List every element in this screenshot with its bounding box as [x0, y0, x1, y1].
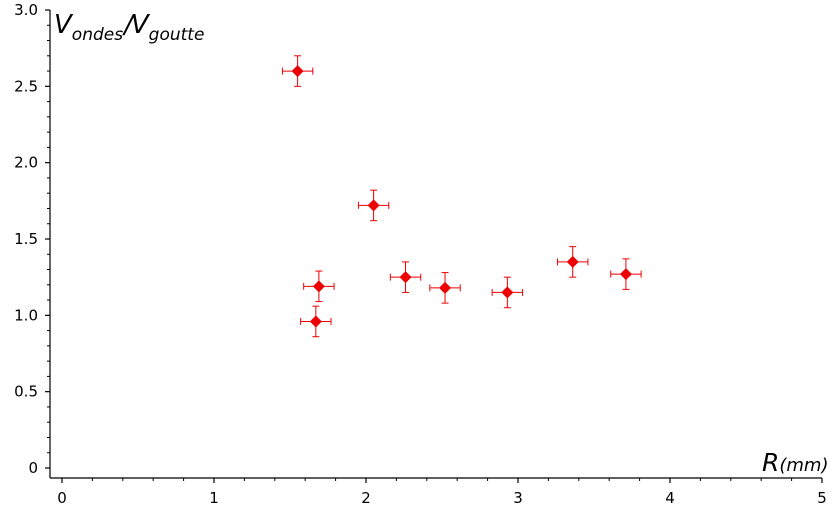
diamond-marker — [367, 199, 380, 212]
y-tick-label: 1.5 — [14, 230, 38, 248]
y-tick-label: 0 — [28, 459, 38, 477]
x-tick-label: 4 — [665, 489, 675, 507]
y-axis-title-den-sub: goutte — [149, 25, 205, 45]
x-tick-label: 5 — [817, 489, 827, 507]
y-axis-title-slash: / — [122, 10, 136, 40]
y-tick-label: 3.0 — [14, 1, 38, 19]
y-tick-label: 2.0 — [14, 154, 38, 172]
y-tick-label: 0.5 — [14, 383, 38, 401]
diamond-marker — [619, 268, 632, 281]
data-point — [557, 246, 589, 278]
y-axis-title-num-sub: ondes — [72, 25, 123, 45]
y-axis-title: Vondes/Vgoutte — [54, 10, 204, 45]
axes: 0 0.5 1.0 1.5 2.0 2.5 3.0 0 1 2 3 4 5 — [14, 1, 827, 507]
diamond-marker — [309, 315, 322, 328]
data-point — [303, 270, 335, 303]
x-tick-label: 2 — [361, 489, 371, 507]
data-points — [281, 55, 642, 338]
y-axis-title-den: V — [131, 10, 151, 40]
x-axis-title-main: R — [762, 448, 779, 477]
diamond-marker — [291, 65, 304, 78]
data-point — [491, 276, 524, 309]
data-point — [429, 272, 461, 304]
data-point — [389, 261, 422, 293]
y-tick-label: 1.0 — [14, 306, 38, 324]
y-tick-label: 2.5 — [14, 77, 38, 95]
diamond-marker — [501, 286, 514, 299]
diamond-marker — [399, 271, 412, 284]
data-point — [300, 305, 332, 338]
x-axis-title: R(mm) — [762, 448, 829, 477]
x-axis-title-unit: (mm) — [779, 455, 828, 476]
data-point — [357, 189, 390, 222]
diamond-marker — [312, 280, 325, 293]
x-tick-label: 3 — [513, 489, 523, 507]
data-point — [281, 55, 314, 87]
diamond-marker — [439, 281, 452, 294]
x-tick-label: 1 — [209, 489, 219, 507]
data-point — [610, 258, 642, 290]
diamond-marker — [566, 255, 579, 268]
x-tick-label: 0 — [57, 489, 67, 507]
y-axis-title-num: V — [54, 10, 74, 40]
